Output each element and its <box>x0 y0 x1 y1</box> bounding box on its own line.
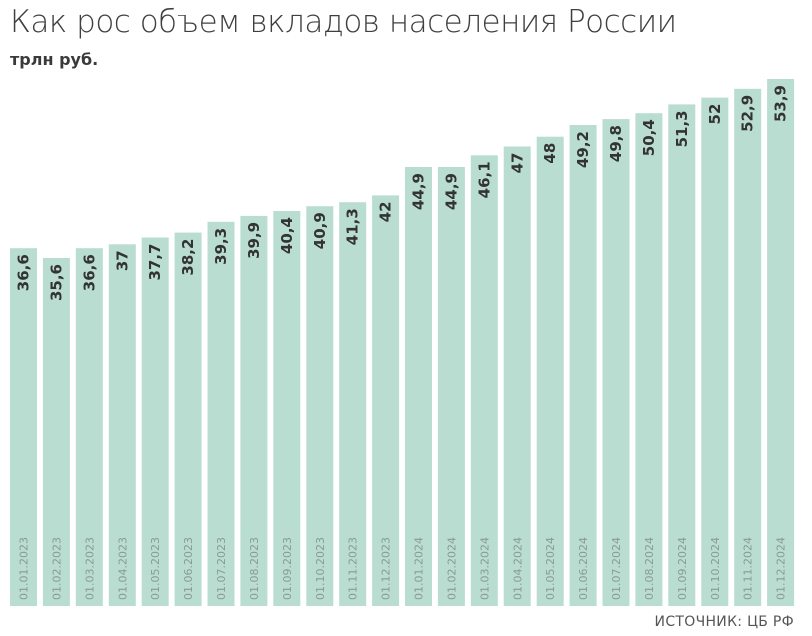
value-label-01.06.2024: 49,2 <box>574 131 592 168</box>
category-label-01.11.2023: 01.11.2023 <box>347 537 360 600</box>
value-label-01.03.2023: 36,6 <box>80 254 98 291</box>
bar-01.09.2023 <box>273 211 301 606</box>
bar-01.02.2023 <box>42 258 70 606</box>
chart-unit-label: трлн руб. <box>10 50 99 69</box>
value-label-01.04.2023: 37 <box>113 250 131 271</box>
bar-01.12.2024 <box>767 79 795 606</box>
bar-01.01.2024 <box>405 167 432 606</box>
value-label-01.03.2024: 46,1 <box>475 161 493 198</box>
category-label-01.04.2023: 01.04.2023 <box>116 537 129 600</box>
category-label-01.05.2024: 01.05.2024 <box>544 537 557 600</box>
bar-01.01.2023 <box>10 248 37 606</box>
category-label-01.03.2024: 01.03.2024 <box>478 537 491 600</box>
value-label-01.10.2023: 40,9 <box>311 212 329 249</box>
bar-01.04.2024 <box>503 146 531 606</box>
value-label-01.12.2023: 42 <box>377 201 395 222</box>
category-label-01.01.2024: 01.01.2024 <box>413 537 426 600</box>
value-label-01.01.2023: 36,6 <box>15 254 33 291</box>
bar-01.06.2024 <box>569 125 597 606</box>
category-label-01.05.2023: 01.05.2023 <box>149 537 162 600</box>
bar-01.07.2024 <box>602 119 630 606</box>
value-label-01.04.2024: 47 <box>508 153 526 174</box>
category-label-01.08.2024: 01.08.2024 <box>643 537 656 600</box>
value-label-01.05.2023: 37,7 <box>146 244 164 281</box>
value-label-01.06.2023: 38,2 <box>179 239 197 276</box>
category-label-01.10.2024: 01.10.2024 <box>709 537 722 600</box>
bar-01.03.2023 <box>75 248 103 606</box>
value-label-01.01.2024: 44,9 <box>410 173 428 210</box>
value-label-01.09.2023: 40,4 <box>278 217 296 254</box>
value-label-01.10.2024: 52 <box>706 104 724 125</box>
category-label-01.02.2023: 01.02.2023 <box>50 537 63 600</box>
bar-01.07.2023 <box>207 221 235 607</box>
bar-01.08.2023 <box>240 215 268 606</box>
category-label-01.01.2023: 01.01.2023 <box>18 537 31 600</box>
category-label-01.07.2023: 01.07.2023 <box>215 537 228 600</box>
bar-01.10.2024 <box>701 97 729 606</box>
category-label-01.08.2023: 01.08.2023 <box>248 537 261 600</box>
category-label-01.02.2024: 01.02.2024 <box>445 537 458 600</box>
value-label-01.07.2023: 39,3 <box>212 228 230 265</box>
value-label-01.05.2024: 48 <box>541 143 559 164</box>
category-label-01.04.2024: 01.04.2024 <box>511 537 524 600</box>
bar-01.08.2024 <box>635 113 663 606</box>
value-label-01.08.2024: 50,4 <box>640 119 658 156</box>
value-label-01.11.2024: 52,9 <box>739 95 757 132</box>
category-label-01.10.2023: 01.10.2023 <box>314 537 327 600</box>
bar-01.09.2024 <box>668 104 696 607</box>
bar-01.03.2024 <box>470 155 498 607</box>
value-label-01.12.2024: 53,9 <box>772 85 790 122</box>
value-label-01.02.2024: 44,9 <box>442 173 460 210</box>
bar-01.10.2023 <box>306 206 334 606</box>
chart-title: Как рос объем вкладов населения России <box>10 4 677 40</box>
value-label-01.08.2023: 39,9 <box>245 222 263 259</box>
value-label-01.09.2024: 51,3 <box>673 110 691 147</box>
bar-01.11.2024 <box>734 88 762 607</box>
category-label-01.07.2024: 01.07.2024 <box>610 537 623 600</box>
bar-01.04.2023 <box>108 244 136 607</box>
category-label-01.09.2024: 01.09.2024 <box>676 537 689 600</box>
bar-01.11.2023 <box>339 202 367 606</box>
value-label-01.02.2023: 35,6 <box>47 264 65 301</box>
category-label-01.03.2023: 01.03.2023 <box>83 537 96 600</box>
category-label-01.12.2024: 01.12.2024 <box>775 537 788 600</box>
bar-01.12.2023 <box>372 195 400 606</box>
category-label-01.12.2023: 01.12.2023 <box>380 537 393 600</box>
value-label-01.11.2023: 41,3 <box>344 208 362 245</box>
bar-01.05.2023 <box>141 237 169 606</box>
bar-01.06.2023 <box>174 232 202 606</box>
category-label-01.09.2023: 01.09.2023 <box>281 537 294 600</box>
category-label-01.11.2024: 01.11.2024 <box>742 537 755 600</box>
bar-01.05.2024 <box>536 136 564 606</box>
source-note: ИСТОЧНИК: ЦБ РФ <box>654 614 794 630</box>
category-label-01.06.2024: 01.06.2024 <box>577 537 590 600</box>
value-label-01.07.2024: 49,8 <box>607 125 625 162</box>
bar-01.02.2024 <box>437 167 465 606</box>
category-label-01.06.2023: 01.06.2023 <box>182 537 195 600</box>
